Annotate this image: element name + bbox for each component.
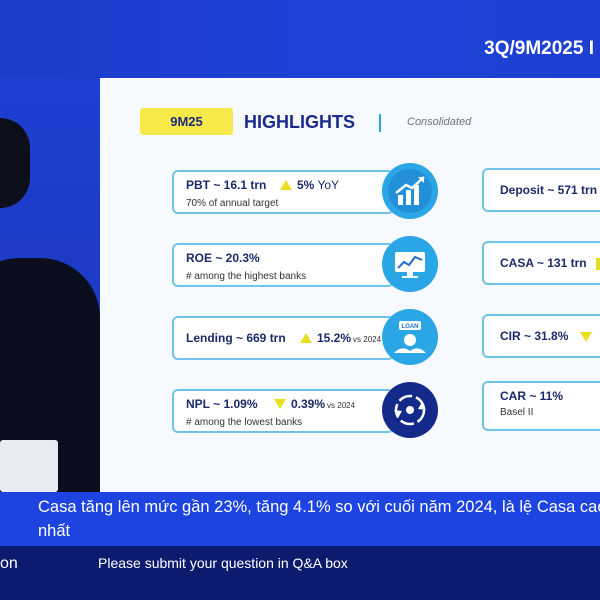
presenter-video xyxy=(0,78,100,492)
presentation-slide: 9M25 HIGHLIGHTS Consolidated PBT ~ 16.1 … xyxy=(100,78,600,492)
car-card: CAR ~ 11% Basel II xyxy=(482,381,600,431)
slide-heading: HIGHLIGHTS xyxy=(244,112,355,132)
car-note: Basel II xyxy=(500,407,534,418)
bottom-bar: on Please submit your question in Q&A bo… xyxy=(0,546,600,600)
roe-card: ROE ~ 20.3% # among the highest banks xyxy=(172,243,394,287)
cir-card: CIR ~ 31.8% xyxy=(482,314,600,358)
casa-value: CASA ~ 131 trn xyxy=(500,256,587,270)
lending-card: Lending ~ 669 trn 15.2% vs 2024 xyxy=(172,316,394,360)
up-arrow-icon xyxy=(300,333,312,343)
pbt-value: PBT ~ 16.1 trn xyxy=(186,178,267,192)
casa-card: CASA ~ 131 trn xyxy=(482,241,600,285)
qa-prompt: Please submit your question in Q&A box xyxy=(98,555,348,571)
deposit-card: Deposit ~ 571 trn xyxy=(482,168,600,212)
lending-value: Lending ~ 669 trn xyxy=(186,331,286,345)
npl-value: NPL ~ 1.09% xyxy=(186,397,258,411)
news-ticker: Casa tăng lên mức gần 23%, tăng 4.1% so … xyxy=(0,492,600,546)
down-arrow-icon xyxy=(580,332,592,342)
pbt-card: PBT ~ 16.1 trn 5% YoY 70% of annual targ… xyxy=(172,170,394,214)
pbt-note: 70% of annual target xyxy=(186,198,279,209)
bottom-left-label: on xyxy=(0,555,18,572)
up-arrow-icon xyxy=(280,180,292,190)
casa-change-marker xyxy=(596,258,600,270)
cir-value: CIR ~ 31.8% xyxy=(500,329,569,343)
heading-divider xyxy=(379,114,381,132)
car-value: CAR ~ 11% xyxy=(500,389,564,403)
npl-card: NPL ~ 1.09% 0.39% vs 2024 # among the low… xyxy=(172,389,394,433)
top-banner: 3Q/9M2025 I xyxy=(0,0,600,78)
cycle-hands-icon xyxy=(382,382,438,438)
npl-note: # among the lowest banks xyxy=(186,417,303,428)
down-arrow-icon xyxy=(274,399,286,409)
loan-icon: LOAN xyxy=(382,309,438,365)
ticker-text: Casa tăng lên mức gần 23%, tăng 4.1% so … xyxy=(38,498,600,540)
npl-change: 0.39% vs 2024 xyxy=(274,397,355,411)
svg-text:LOAN: LOAN xyxy=(402,324,419,330)
presenter-head xyxy=(0,118,30,208)
lending-change: 15.2% vs 2024 xyxy=(300,331,381,345)
scope-label: Consolidated xyxy=(407,116,472,128)
deposit-value: Deposit ~ 571 trn xyxy=(500,183,598,197)
chart-growth-icon xyxy=(382,163,438,219)
period-badge: 9M25 xyxy=(140,108,233,135)
roe-note: # among the highest banks xyxy=(186,271,307,282)
monitor-chart-icon xyxy=(382,236,438,292)
pbt-change: 5% YoY xyxy=(280,178,339,192)
laptop xyxy=(0,440,58,492)
report-title: 3Q/9M2025 I xyxy=(484,38,594,59)
roe-value: ROE ~ 20.3% xyxy=(186,251,260,265)
